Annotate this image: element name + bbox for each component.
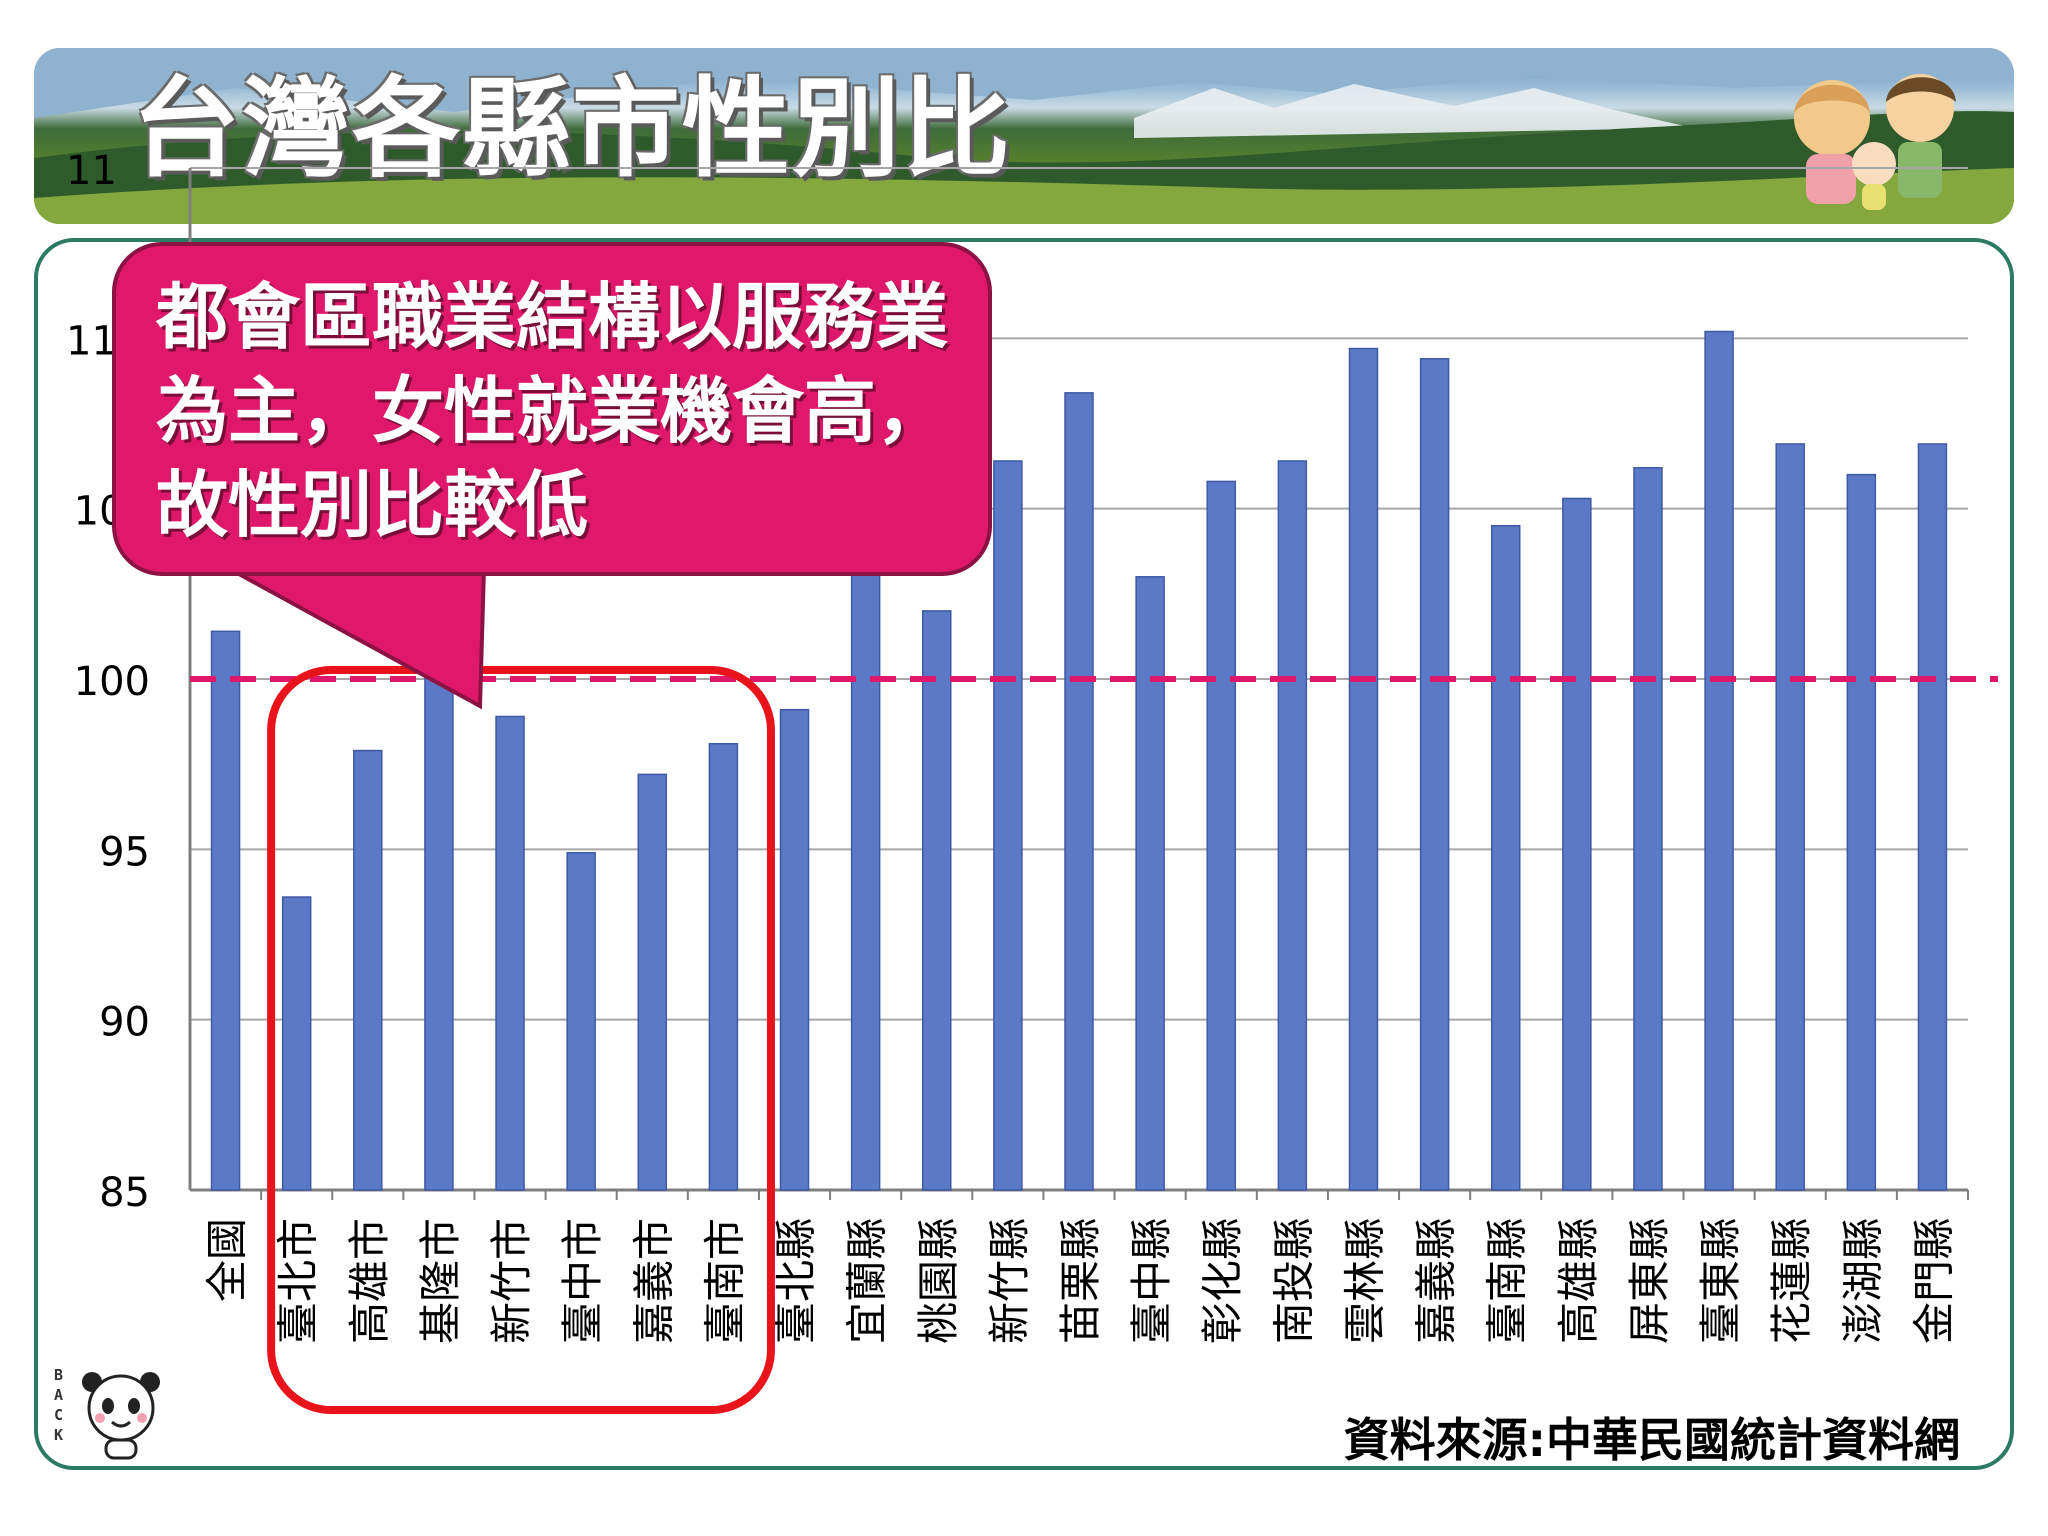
bar (922, 610, 952, 1191)
bar (566, 851, 596, 1191)
bar (1277, 460, 1308, 1191)
x-tick-label: 南投縣 (1269, 1218, 1318, 1344)
back-letter-a: A (54, 1386, 63, 1404)
bar (1064, 392, 1094, 1191)
x-tick-label: 宜蘭縣 (843, 1218, 892, 1344)
bar (424, 613, 454, 1191)
bar (1633, 467, 1663, 1191)
x-tick-label: 基隆市 (416, 1218, 465, 1344)
x-tick-label: 新竹縣 (985, 1218, 1034, 1344)
bars (210, 330, 1948, 1191)
page-title: 台灣各縣市性別比 (132, 67, 1013, 192)
back-letter-c: C (54, 1406, 63, 1424)
x-tick-label: 花蓮縣 (1767, 1218, 1816, 1344)
bar (779, 708, 810, 1191)
x-tick-label: 嘉義縣 (1412, 1218, 1461, 1344)
x-tick-label: 臺南縣 (1483, 1218, 1532, 1344)
x-tick-label: 臺中市 (558, 1218, 607, 1344)
bar (850, 528, 881, 1191)
y-tick-label: 100 (74, 659, 150, 705)
x-tick-label: 新竹市 (487, 1218, 536, 1344)
bar (495, 715, 525, 1191)
bar (708, 742, 739, 1191)
callout-bubble: 都會區職業結構以服務業為主，女性就業機會高，故性別比較低 (112, 242, 992, 576)
x-tick-label: 臺北縣 (772, 1218, 821, 1344)
back-letter-b: B (54, 1366, 63, 1384)
bar (1419, 358, 1450, 1191)
bar (1917, 443, 1948, 1191)
panda-back-icon[interactable]: B A C K (52, 1362, 162, 1462)
x-tick-label: 桃園縣 (914, 1218, 963, 1344)
x-axis: 全國 臺北市 高雄市 基隆市 新竹市 臺中市 嘉義市 臺南市 臺北縣 宜蘭縣 桃園縣 新竹縣 苗栗縣 臺中… (203, 1190, 1969, 1344)
bar (210, 630, 241, 1191)
family-illustration-icon (1794, 74, 1956, 210)
highlight-box-cities (267, 666, 775, 1414)
x-tick-label: 高雄市 (345, 1218, 394, 1344)
y-tick-label-partial: 11 (66, 318, 117, 364)
bar (1135, 576, 1165, 1191)
bar (1775, 443, 1805, 1191)
data-source-label: 資料來源:中華民國統計資料網 (1343, 1413, 1960, 1467)
bar (1490, 524, 1521, 1191)
x-tick-label: 全國 (203, 1218, 252, 1302)
x-tick-label: 臺中縣 (1127, 1218, 1176, 1344)
bar (1562, 497, 1592, 1191)
title-banner: 台灣各縣市性別比 (34, 48, 2014, 224)
x-tick-label: 澎湖縣 (1838, 1218, 1887, 1344)
x-tick-label: 屏東縣 (1625, 1218, 1674, 1344)
bar (993, 460, 1023, 1191)
x-tick-label: 臺東縣 (1696, 1218, 1745, 1344)
x-tick-label: 彰化縣 (1198, 1218, 1247, 1344)
y-tick-label: 90 (99, 1000, 150, 1046)
y-tick-label: 85 (99, 1170, 150, 1216)
bar (1206, 480, 1236, 1191)
x-tick-label: 臺北市 (274, 1218, 323, 1344)
y-tick-label: 95 (99, 829, 150, 875)
x-tick-label: 高雄縣 (1554, 1218, 1603, 1344)
bar (1846, 473, 1877, 1191)
bar (637, 773, 668, 1191)
back-letter-k: K (54, 1426, 63, 1444)
bar (353, 749, 383, 1191)
bar (1348, 347, 1379, 1191)
x-tick-label: 苗栗縣 (1056, 1218, 1105, 1344)
x-tick-label: 臺南市 (700, 1218, 749, 1344)
x-tick-label: 嘉義市 (629, 1218, 678, 1344)
y-tick-label-partial: 11 (66, 148, 117, 194)
x-tick-label: 雲林縣 (1340, 1218, 1389, 1344)
x-tick-label: 金門縣 (1909, 1218, 1958, 1344)
bar (281, 896, 312, 1191)
bar (1704, 330, 1734, 1191)
